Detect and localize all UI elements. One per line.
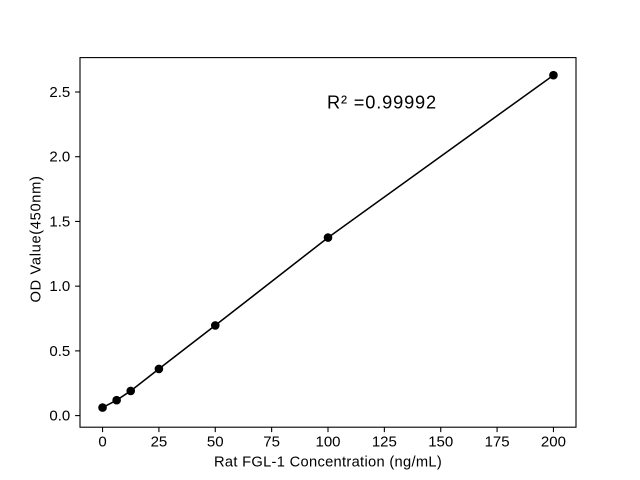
svg-text:0.0: 0.0 [49,408,70,425]
svg-text:2.5: 2.5 [49,84,70,101]
svg-text:200: 200 [541,433,566,450]
svg-text:100: 100 [315,433,340,450]
svg-text:25: 25 [151,433,168,450]
svg-text:OD Value(450nm): OD Value(450nm) [28,175,44,302]
svg-text:0.5: 0.5 [49,343,70,360]
svg-text:1.5: 1.5 [49,213,70,230]
svg-text:0: 0 [98,433,106,450]
svg-text:2.0: 2.0 [49,149,70,166]
svg-text:50: 50 [207,433,224,450]
svg-text:75: 75 [263,433,280,450]
svg-text:Rat FGL-1 Concentration (ng/mL: Rat FGL-1 Concentration (ng/mL) [214,454,442,470]
svg-text:150: 150 [428,433,453,450]
svg-text:R² =0.99992: R² =0.99992 [327,93,437,113]
svg-text:175: 175 [485,433,510,450]
svg-text:1.0: 1.0 [49,278,70,295]
svg-text:125: 125 [372,433,397,450]
